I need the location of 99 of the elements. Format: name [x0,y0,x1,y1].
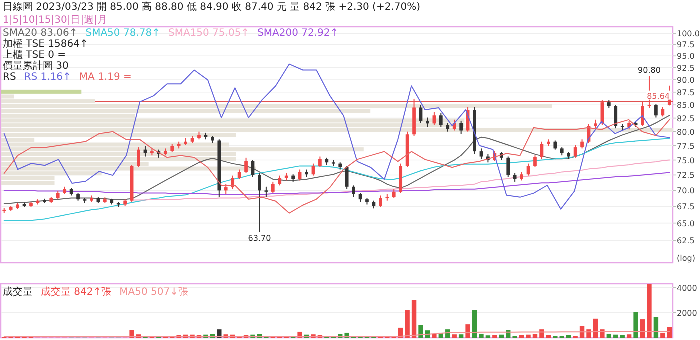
y-tick-label: 2000 [677,308,698,318]
candlestick [506,156,510,178]
text: MA 1.19 = [79,72,132,83]
candlestick [426,117,430,128]
candlestick [580,139,584,150]
bar [479,334,484,338]
candlestick [526,163,530,176]
bar [418,325,424,338]
text: SMA200 72.92↑ [258,28,339,39]
bar [640,320,646,338]
bar [405,310,410,338]
candlestick [137,147,140,168]
bar [606,334,612,338]
y-tick-label: 92.5 [677,64,695,73]
y-tick-label: 80.0 [677,128,695,137]
bar [466,324,470,338]
bar [647,284,652,338]
annotation: 63.70 [248,234,272,244]
candlestick [439,113,443,128]
candlestick [231,175,235,190]
y-tick-label: 90.0 [677,76,695,85]
y-tick-label: 77.5 [677,142,695,151]
candlestick [224,184,228,195]
y-tick-label: 82.5 [677,114,695,124]
candlestick [278,175,282,186]
annotation: 上櫃 TSE 0 = [3,49,66,61]
bar [614,334,618,338]
candlestick [574,144,578,158]
annotation: 加權 TSE 15864↑ [3,38,88,50]
ref-line-label: 85.64 [647,92,670,101]
candlestick [419,104,423,124]
candlestick [264,186,268,198]
bar [519,335,524,338]
bar [593,318,598,338]
bar [452,334,457,338]
bar [654,317,659,338]
y-tick-label: 72.5 [677,171,695,180]
y-tick-label: 4000 [677,284,698,293]
candlestick [271,181,275,194]
candlestick [144,146,148,158]
bar [626,334,632,338]
bar [660,332,666,338]
candlestick [238,169,242,180]
candlestick [258,172,262,233]
candlestick [379,195,382,208]
candlestick [654,104,658,118]
candlestick [554,140,558,150]
candlestick [641,102,644,127]
y-tick-label: 97.5 [677,40,695,50]
y-tick-label: 70.0 [677,186,695,196]
bar [546,335,552,338]
candlestick [614,104,618,130]
text: MA50 507↓張 [120,287,188,298]
text: RS [3,72,16,83]
bar [499,334,504,338]
text: SMA150 75.05↑ [168,28,250,39]
y-tick-label: 67.5 [677,202,695,212]
annotation: 90.80 [638,66,661,76]
candlestick [352,185,356,198]
line-series [4,138,670,222]
chart-title: 成交量 [3,286,33,298]
text: 成交量 842↑張 [41,286,112,298]
candlestick [298,169,302,182]
y-tick-label: 75.0 [677,156,695,166]
candlestick [244,157,248,174]
bar [458,334,464,338]
chart-subtitle: 1|5|10|15|30|日|週|月 [3,15,108,26]
candlestick [345,166,349,190]
candlestick [480,148,484,160]
bar [566,335,572,338]
bar [667,327,672,338]
y-tick-label: 95.0 [677,52,695,62]
y-axis-title: (log) [677,254,696,263]
candlestick [318,156,322,168]
candlestick [312,163,316,176]
y-tick-label: 85.0 [677,101,695,110]
candlestick [661,106,665,118]
bar [492,335,498,338]
bar [620,335,625,338]
y-tick-label: 100.0 [677,30,700,39]
bar [532,334,538,338]
text: SMA50 78.78↑ [86,28,160,39]
candlestick [534,155,537,168]
bar [412,300,417,338]
y-tick-label: 62.5 [677,236,695,246]
bar [526,334,531,338]
candlestick [452,119,456,132]
y-tick-label: 65.0 [677,219,695,228]
candlestick [540,141,544,160]
text: RS 1.16↑ [24,72,72,83]
y-tick-label: 87.5 [677,88,695,98]
bar [472,310,478,338]
text: SMA20 83.06↑ [3,28,78,39]
candlestick [460,120,463,135]
chart-title: 日線圖 2023/03/23 開 85.00 高 88.80 低 84.90 收 87.40 元 量 842 張 +2.30 (+2.70%) [3,1,421,13]
bar [1,90,82,94]
bar [634,312,638,338]
line-series [132,160,670,201]
chart-title: 價量累計圖 30 [3,60,69,72]
